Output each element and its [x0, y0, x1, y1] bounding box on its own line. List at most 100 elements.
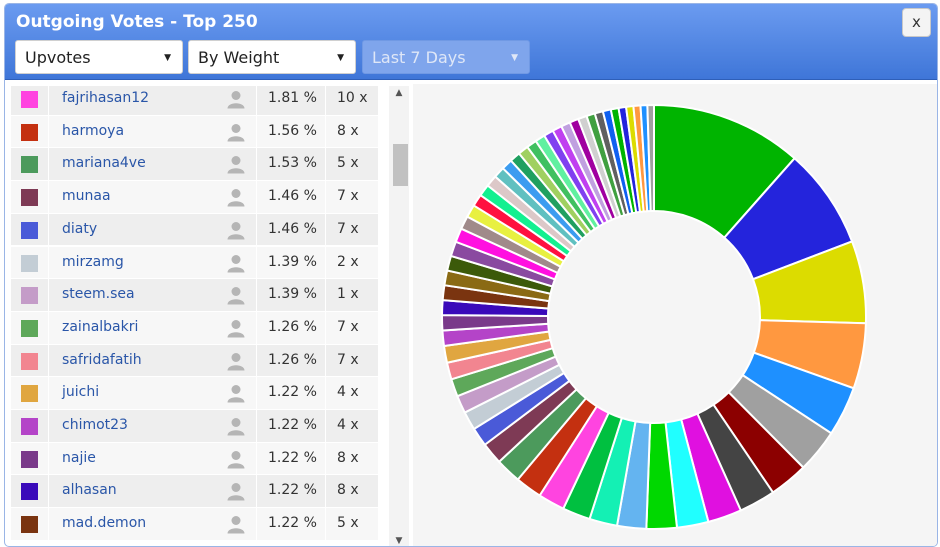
vote-percent: 1.39 % [268, 286, 317, 303]
vote-percent: 1.39 % [268, 253, 317, 270]
voter-name-link[interactable]: mariana4ve [62, 155, 146, 172]
list-item[interactable]: mirzamg 1.39 % 2 x [11, 246, 378, 280]
vote-percent: 1.26 % [268, 351, 317, 368]
list-item[interactable]: juichi 1.22 % 4 x [11, 377, 378, 410]
color-swatch [21, 385, 38, 403]
color-swatch [21, 123, 38, 141]
vote-count: 5 x [337, 155, 359, 172]
user-icon[interactable] [226, 383, 246, 403]
color-swatch [21, 221, 38, 239]
vote-percent: 1.56 % [268, 122, 317, 139]
vote-count: 7 x [337, 318, 359, 335]
vote-count: 7 x [337, 220, 359, 237]
voter-name-link[interactable]: zainalbakri [62, 318, 139, 335]
vote-count: 4 x [337, 384, 359, 401]
list-item[interactable]: safridafatih 1.26 % 7 x [11, 344, 378, 378]
voter-name-link[interactable]: steem.sea [62, 286, 135, 303]
list-item[interactable]: zainalbakri 1.26 % 7 x [11, 311, 378, 345]
list-item[interactable]: fajrihasan12 1.81 % 10 x [11, 86, 378, 116]
vote-percent: 1.46 % [268, 188, 317, 205]
vote-percent: 1.26 % [268, 318, 317, 335]
vote-count: 8 x [337, 449, 359, 466]
voter-name-link[interactable]: najie [62, 449, 96, 466]
color-swatch [21, 189, 38, 207]
user-icon[interactable] [226, 481, 246, 501]
color-swatch [21, 516, 38, 534]
user-icon[interactable] [226, 318, 246, 338]
color-swatch [21, 450, 38, 468]
vote-count: 8 x [337, 482, 359, 499]
user-icon[interactable] [226, 154, 246, 174]
user-icon[interactable] [226, 220, 246, 240]
color-swatch [21, 156, 38, 174]
list-item[interactable]: chimot23 1.22 % 4 x [11, 410, 378, 443]
vote-type-select[interactable]: Upvotes ▼ [15, 40, 183, 74]
user-icon[interactable] [226, 187, 246, 207]
chevron-down-icon: ▼ [511, 53, 518, 63]
list-item[interactable]: mad.demon 1.22 % 5 x [11, 508, 378, 541]
user-icon[interactable] [226, 351, 246, 371]
voter-name-link[interactable]: juichi [62, 384, 100, 401]
chevron-down-icon: ▼ [164, 53, 171, 63]
voter-name-link[interactable]: munaa [62, 188, 111, 205]
list-item[interactable]: mariana4ve 1.53 % 5 x [11, 148, 378, 182]
user-icon[interactable] [226, 416, 246, 436]
color-swatch [21, 352, 38, 370]
voter-name-link[interactable]: diaty [62, 220, 98, 237]
vote-percent: 1.53 % [268, 155, 317, 172]
donut-slice[interactable] [646, 103, 655, 213]
vote-count: 8 x [337, 122, 359, 139]
voter-name-link[interactable]: safridafatih [62, 351, 142, 368]
scroll-up-arrow[interactable]: ▲ [395, 88, 403, 98]
voter-name-link[interactable]: harmoya [62, 122, 125, 139]
user-icon[interactable] [226, 122, 246, 142]
color-swatch [21, 319, 38, 337]
period-select: Last 7 Days ▼ [362, 40, 530, 74]
close-button[interactable]: x [902, 8, 931, 37]
list-item[interactable]: najie 1.22 % 8 x [11, 442, 378, 476]
color-swatch [21, 91, 38, 108]
vote-percent: 1.46 % [268, 220, 317, 237]
chevron-down-icon: ▼ [337, 53, 344, 63]
list-item[interactable]: diaty 1.46 % 7 x [11, 213, 378, 247]
sort-select[interactable]: By Weight ▼ [188, 40, 356, 74]
scrollbar-thumb[interactable] [393, 144, 408, 186]
vote-percent: 1.22 % [268, 515, 317, 532]
user-icon[interactable] [226, 285, 246, 305]
voter-name-link[interactable]: alhasan [62, 482, 117, 499]
vote-count: 2 x [337, 253, 359, 270]
vote-count: 7 x [337, 351, 359, 368]
list-scrollbar[interactable]: ▲ ▼ [389, 86, 409, 546]
user-icon[interactable] [226, 449, 246, 469]
vote-percent: 1.22 % [268, 384, 317, 401]
voter-name-link[interactable]: mad.demon [62, 515, 147, 532]
voter-name-link[interactable]: mirzamg [62, 253, 124, 270]
list-item[interactable]: steem.sea 1.39 % 1 x [11, 279, 378, 312]
vote-count: 7 x [337, 188, 359, 205]
donut-chart [440, 103, 867, 531]
window-header: Outgoing Votes - Top 250 x Upvotes ▼ By … [5, 4, 937, 80]
list-item[interactable]: alhasan 1.22 % 8 x [11, 475, 378, 509]
vote-percent: 1.22 % [268, 417, 317, 433]
vote-count: 5 x [337, 515, 359, 532]
donut-chart-area [413, 84, 937, 546]
vote-count: 4 x [337, 417, 359, 433]
color-swatch [21, 287, 38, 305]
vote-percent: 1.22 % [268, 482, 317, 499]
user-icon[interactable] [226, 253, 246, 273]
list-item[interactable]: harmoya 1.56 % 8 x [11, 115, 378, 149]
vote-percent: 1.81 % [268, 90, 317, 106]
sort-value: By Weight [198, 48, 280, 67]
list-item[interactable]: munaa 1.46 % 7 x [11, 181, 378, 214]
scroll-down-arrow[interactable]: ▼ [395, 536, 403, 546]
window-title: Outgoing Votes - Top 250 [16, 12, 258, 32]
vote-count: 1 x [337, 286, 359, 303]
vote-type-value: Upvotes [25, 48, 91, 67]
user-icon[interactable] [226, 514, 246, 534]
voter-name-link[interactable]: chimot23 [62, 417, 128, 433]
voter-name-link[interactable]: fajrihasan12 [62, 90, 150, 106]
user-icon[interactable] [226, 89, 246, 109]
color-swatch [21, 418, 38, 435]
color-swatch [21, 254, 38, 272]
period-value: Last 7 Days [372, 48, 466, 67]
